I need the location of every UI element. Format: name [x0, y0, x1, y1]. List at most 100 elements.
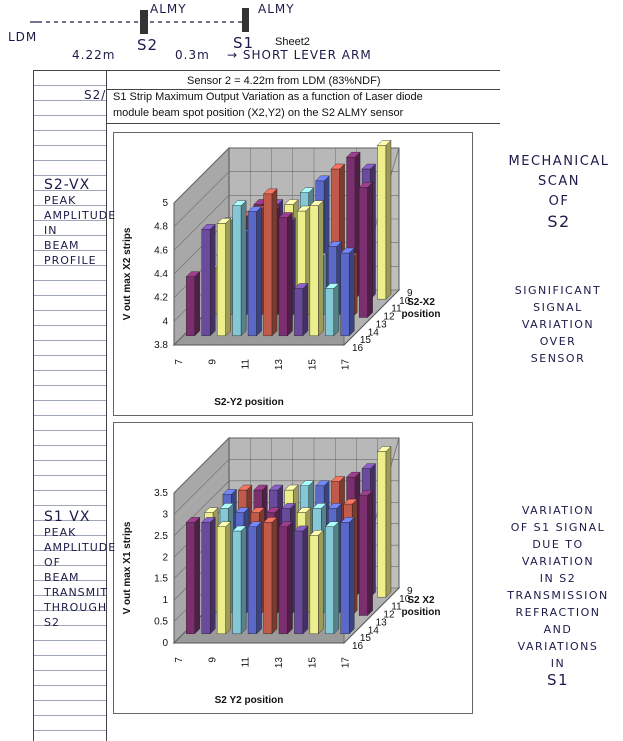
- z-tick-label: 3.8: [154, 340, 168, 351]
- bar-side: [194, 271, 200, 337]
- bar-side: [225, 217, 231, 337]
- s1-sensor-mark: [242, 8, 249, 32]
- s1-label: S1: [233, 34, 255, 52]
- s2-label: S2: [137, 36, 159, 54]
- grid-line: [173, 480, 230, 537]
- bar-top: [247, 206, 263, 212]
- annot-line: SIGNIFICANT: [514, 284, 602, 297]
- annot-line: THROUGH: [44, 601, 108, 614]
- title-line-2: module beam spot position (X2,Y2) on the…: [113, 107, 404, 119]
- depth-axis-label: position: [402, 309, 441, 320]
- z-tick-label: 1: [162, 595, 168, 606]
- s2-sensor-mark: [140, 10, 148, 34]
- depth-axis-label: S2 X2: [407, 595, 435, 606]
- bar-side: [287, 212, 293, 337]
- bar-top: [284, 484, 299, 491]
- bar-top: [346, 471, 361, 478]
- annot-line: OF: [548, 194, 570, 209]
- bar: [358, 187, 368, 318]
- bar-top: [281, 503, 296, 509]
- z-tick-label: 4.4: [154, 269, 168, 280]
- sensor-line-diagram: [30, 8, 249, 34]
- chart-s1-vx: 00.511.522.533.57 9 11 13 15 1791011121314151…: [122, 436, 441, 706]
- annot-line: REFRACTION: [515, 606, 601, 619]
- bar-side: [318, 529, 324, 635]
- x-tick-label: 11: [241, 359, 252, 370]
- annot-line: OF: [44, 556, 61, 569]
- bar-top: [299, 480, 315, 486]
- bar-side: [210, 223, 216, 337]
- z-tick-label: 5: [162, 198, 168, 209]
- bar-top: [232, 200, 247, 206]
- bar-side: [256, 521, 262, 635]
- depth-tick-label: 9: [407, 288, 413, 299]
- bar-side: [367, 181, 373, 318]
- grid-line: [173, 459, 230, 515]
- bar-top: [278, 212, 293, 218]
- almy-left-label: ALMY: [150, 2, 187, 16]
- x-axis-label: S2 Y2 position: [215, 695, 284, 706]
- annotation-right-1: MECHANICAL SCAN OF S2: [504, 152, 614, 232]
- bar: [216, 223, 226, 337]
- annot-line: MECHANICAL: [508, 154, 610, 169]
- annotation-left-top: S2-VX PEAK AMPLITUDE IN BEAM PROFILE: [44, 178, 116, 268]
- annot-line: VARIATION: [521, 555, 595, 568]
- annot-line: S2: [44, 616, 60, 629]
- bar-top: [312, 503, 327, 509]
- x-tick-label: 15: [307, 657, 318, 669]
- depth-axis-label: position: [402, 607, 441, 618]
- bar: [263, 193, 273, 337]
- bar: [186, 522, 195, 635]
- ldm-label: LDM: [8, 30, 38, 44]
- distance-ldm-s2: 4.22m: [72, 48, 116, 62]
- x-tick-label: 17: [341, 359, 352, 371]
- depth-tick-label: 14: [368, 625, 380, 636]
- y-axis-label: V out max X1 strips: [122, 521, 133, 614]
- bar-top: [232, 525, 247, 532]
- annotation-right-3: VARIATION OF S1 SIGNAL DUE TO VARIATION …: [500, 502, 616, 689]
- annot-line: DUE TO: [532, 538, 584, 551]
- depth-axis-label: S2-X2: [407, 297, 435, 308]
- x-tick-label: 17: [341, 657, 352, 669]
- annot-line: S2-VX: [44, 177, 91, 193]
- bar-top: [235, 507, 250, 513]
- z-tick-label: 4.2: [154, 293, 168, 304]
- bar-side: [225, 521, 231, 635]
- bar: [325, 288, 335, 337]
- lever-arm-note: → SHORT LEVER ARM: [227, 48, 372, 62]
- bar-top: [346, 151, 361, 158]
- bar: [263, 522, 273, 635]
- bar-top: [340, 517, 355, 523]
- bar-side: [385, 445, 392, 598]
- bar-top: [253, 484, 268, 491]
- bar-top: [222, 489, 237, 495]
- annot-line: AMPLITUDE: [44, 209, 117, 222]
- bar-side: [240, 200, 247, 337]
- bar: [309, 535, 319, 635]
- annot-line: TRANSMISSION: [507, 589, 609, 602]
- chart-bottom-box: 0 0.5 1 1.5 2 2.5 3 3.5 7 9 11 13 15 17 9 10 11 12 13 14 15 1…: [113, 422, 473, 714]
- bar-top: [250, 507, 265, 513]
- bar-side: [318, 200, 324, 337]
- bar-top: [358, 182, 374, 188]
- annot-line: SCAN: [538, 174, 580, 189]
- bar-top: [330, 163, 346, 170]
- depth-tick-label: 9: [407, 586, 413, 597]
- bar-top: [201, 224, 216, 230]
- bar: [340, 252, 350, 337]
- depth-tick-label: 13: [376, 617, 388, 628]
- bar: [247, 526, 257, 635]
- bar-top: [324, 283, 340, 289]
- bar-top: [268, 484, 284, 491]
- y-axis-label: V out max X2 strips: [122, 227, 133, 320]
- bar: [216, 526, 226, 635]
- depth-tick-label: 14: [368, 327, 380, 338]
- x-tick-label: 7: [174, 359, 185, 365]
- sensor-distance-line: Sensor 2 = 4.22m from LDM (83%NDF): [187, 75, 381, 87]
- annot-line: PEAK: [44, 194, 77, 207]
- bar-top: [247, 521, 263, 527]
- bar-side: [287, 521, 293, 635]
- depth-tick-label: 10: [399, 296, 411, 307]
- bar-top: [293, 525, 309, 532]
- bar-side: [349, 516, 355, 635]
